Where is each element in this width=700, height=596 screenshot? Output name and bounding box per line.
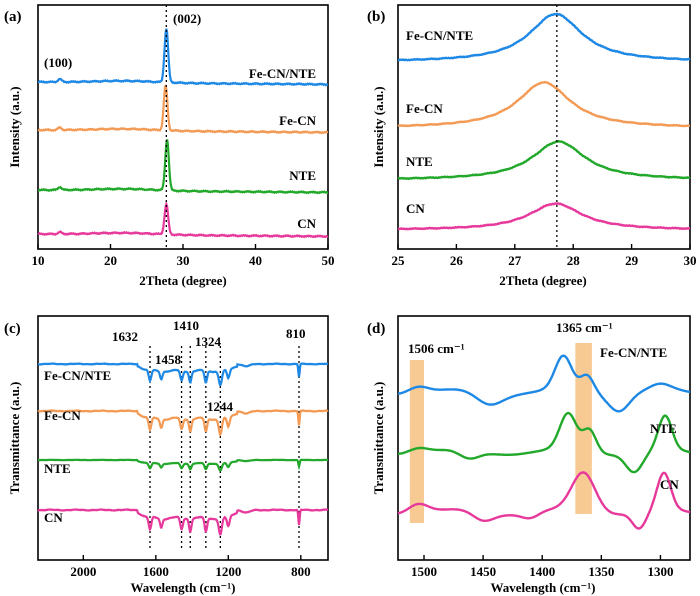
panel-c-label: (c) <box>4 321 21 337</box>
panel-a-tick-label: 20 <box>104 253 117 268</box>
panel-d-tick-label: 1400 <box>529 564 555 579</box>
panel-b-series-fe-cn-nte <box>397 12 691 62</box>
panel-c-series-fe-cn-nte <box>38 362 328 387</box>
panel-a-series-fe-cn-nte <box>37 28 329 87</box>
panel-d-label: (d) <box>367 321 385 337</box>
panel-d-band-label-1365: 1365 cm⁻¹ <box>556 320 613 335</box>
panel-b-ylabel: Intensity (a.u.) <box>371 86 386 167</box>
panel-b-series-label-cn: CN <box>406 201 425 216</box>
panel-c-series-label-cn: CN <box>44 510 63 525</box>
panel-d-series-cn <box>397 471 691 530</box>
panel-c-band-1244: 1244 <box>207 399 234 414</box>
panel-b-series-nte <box>397 139 691 181</box>
panel-d-series-label-fe-cn-nte: Fe-CN/NTE <box>600 345 667 360</box>
panel-c-band-1410: 1410 <box>173 318 199 333</box>
panel-b: (b) Intensity (a.u.) 2Theta (degree) 25 2… <box>367 4 697 288</box>
panel-c-frame <box>37 315 329 561</box>
panel-c: (c) Transmittance (a.u.) Wavelength (cm⁻… <box>4 315 329 595</box>
panel-c-band-1324: 1324 <box>195 334 222 349</box>
panel-a-tick-label: 40 <box>249 253 262 268</box>
panel-b-series-label-fe-cn: Fe-CN <box>406 101 443 116</box>
panel-d-band-label-1506: 1506 cm⁻¹ <box>408 341 465 356</box>
panel-d-tick-label: 1450 <box>470 564 496 579</box>
panel-c-series-nte <box>38 458 328 473</box>
panel-a-series-cn <box>37 200 329 239</box>
panel-b-series-label-fe-cn-nte: Fe-CN/NTE <box>406 28 473 43</box>
panel-a-series-label-nte: NTE <box>289 168 316 183</box>
panel-a: (a) Intensity (a.u.) 2Theta (degree) 10 2… <box>4 4 335 288</box>
panel-a-series-nte <box>37 139 329 195</box>
panel-d-tick-label: 1500 <box>411 564 437 579</box>
panel-b-xlabel: 2Theta (degree) <box>499 273 586 288</box>
panel-c-series-label-nte: NTE <box>44 461 71 476</box>
panel-d-series-fe-cn-nte <box>397 354 691 413</box>
panel-c-tick-label: 2000 <box>70 564 96 579</box>
panel-b-tick-label: 25 <box>392 253 406 268</box>
panel-d-tick-label: 1350 <box>588 564 614 579</box>
panel-a-xlabel: 2Theta (degree) <box>139 273 226 288</box>
panel-d-highlight-band <box>575 343 592 514</box>
panel-a-tick-label: 30 <box>177 253 190 268</box>
panel-b-tick-label: 26 <box>450 253 464 268</box>
panel-a-label: (a) <box>4 9 22 25</box>
panel-d-ylabel: Transmittance (a.u.) <box>371 382 386 495</box>
panel-b-label: (b) <box>367 9 385 25</box>
panel-a-tick-label: 10 <box>32 253 45 268</box>
panel-a-series-label-cn: CN <box>297 216 316 231</box>
panel-b-series-label-nte: NTE <box>406 154 433 169</box>
panel-c-series-label-fe-cn-nte: Fe-CN/NTE <box>44 368 111 383</box>
panel-a-series-fe-cn <box>37 84 329 135</box>
panel-d-tick-label: 1300 <box>647 564 673 579</box>
panel-c-tick-label: 1200 <box>215 564 241 579</box>
panel-c-band-1632: 1632 <box>112 329 138 344</box>
panel-c-band-1458: 1458 <box>155 352 182 367</box>
panel-d: (d) Transmittance (a.u.) Wavelength (cm⁻… <box>367 315 691 595</box>
panel-b-tick-label: 30 <box>684 253 697 268</box>
panel-a-series-label-fe-cn: Fe-CN <box>279 113 316 128</box>
panel-b-tick-label: 27 <box>508 253 522 268</box>
panel-d-series-label-nte: NTE <box>650 421 677 436</box>
panel-d-frame <box>397 315 691 561</box>
panel-d-series-nte <box>397 411 691 474</box>
panel-a-annotation-100: (100) <box>44 55 72 70</box>
panel-c-series-cn <box>37 508 329 536</box>
panel-b-series-cn <box>397 202 691 231</box>
panel-a-series-label-fe-cn-nte: Fe-CN/NTE <box>249 66 316 81</box>
panel-b-series-fe-cn <box>397 80 691 128</box>
panel-c-tick-label: 800 <box>291 564 311 579</box>
panel-d-xlabel: Wavelength (cm⁻¹) <box>491 580 596 595</box>
panel-d-series-label-cn: CN <box>660 477 679 492</box>
panel-a-tick-label: 50 <box>322 253 335 268</box>
panel-c-series-fe-cn <box>37 409 329 437</box>
panel-a-annotation-002: (002) <box>173 11 201 26</box>
panel-b-tick-label: 28 <box>567 253 581 268</box>
panel-c-band-810: 810 <box>286 326 306 341</box>
panel-c-xlabel: Wavelength (cm⁻¹) <box>131 580 236 595</box>
panel-c-tick-label: 1600 <box>143 564 169 579</box>
panel-c-series-label-fe-cn: Fe-CN <box>44 408 81 423</box>
panel-d-highlight-band <box>409 360 425 523</box>
panel-a-ylabel: Intensity (a.u.) <box>7 86 22 167</box>
panel-c-ylabel: Transmittance (a.u.) <box>7 382 22 495</box>
panel-b-frame <box>397 4 691 250</box>
panel-b-tick-label: 29 <box>625 253 639 268</box>
